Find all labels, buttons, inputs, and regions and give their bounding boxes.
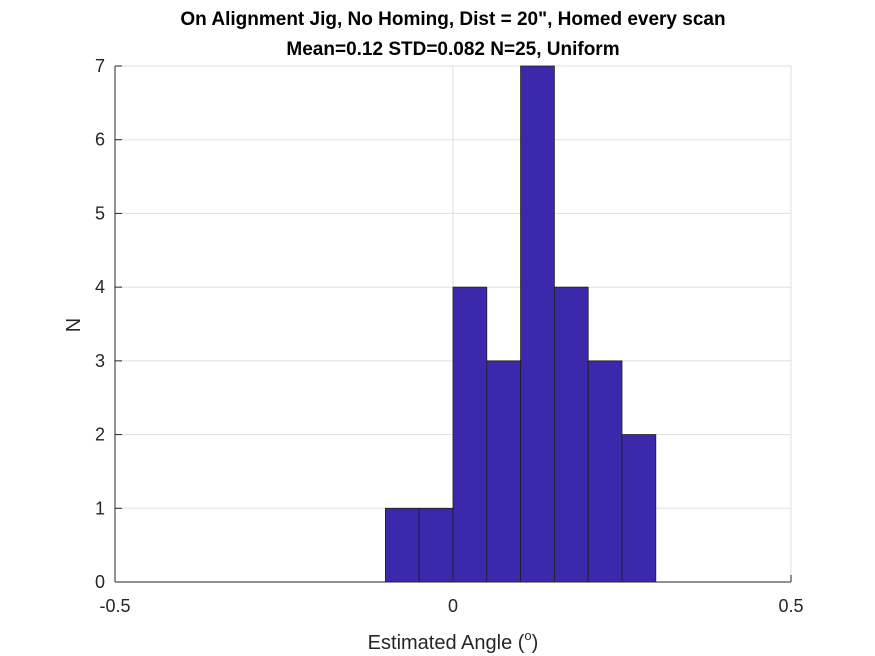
- histogram-bar: [621, 434, 657, 583]
- x-tick-label: 0: [448, 596, 458, 616]
- y-tick-labels: 0 1 2 3 4 5 6 7: [95, 56, 105, 592]
- histogram-bar: [587, 360, 623, 583]
- y-tick-label: 4: [95, 277, 105, 297]
- x-axis-label-text: Estimated Angle (: [368, 632, 525, 654]
- histogram-bar: [418, 507, 454, 583]
- histogram-bar: [452, 286, 488, 583]
- y-tick-label: 5: [95, 203, 105, 223]
- x-tick-label: -0.5: [99, 596, 130, 616]
- x-tick-label: 0.5: [778, 596, 803, 616]
- histogram-bar: [520, 65, 555, 583]
- chart-title: On Alignment Jig, No Homing, Dist = 20",…: [180, 9, 725, 30]
- histogram-bar: [486, 360, 521, 583]
- x-axis-label-superscript: o: [524, 628, 531, 643]
- y-tick-label: 3: [95, 351, 105, 371]
- axes: [114, 65, 792, 583]
- chart-subtitle: Mean=0.12 STD=0.082 N=25, Uniform: [286, 39, 619, 60]
- y-axis-label: N: [63, 318, 85, 332]
- x-tick-labels: -0.5 0 0.5: [99, 596, 803, 616]
- y-tick-label: 2: [95, 425, 105, 445]
- y-tick-label: 7: [95, 56, 105, 76]
- histogram-bar: [384, 507, 420, 583]
- y-tick-label: 6: [95, 130, 105, 150]
- histogram-bar: [554, 286, 589, 583]
- histogram-bars: [384, 65, 657, 583]
- y-tick-label: 0: [95, 572, 105, 592]
- x-axis-label-end: ): [532, 632, 539, 654]
- x-axis-label: Estimated Angle (o): [368, 628, 539, 654]
- y-tick-label: 1: [95, 498, 105, 518]
